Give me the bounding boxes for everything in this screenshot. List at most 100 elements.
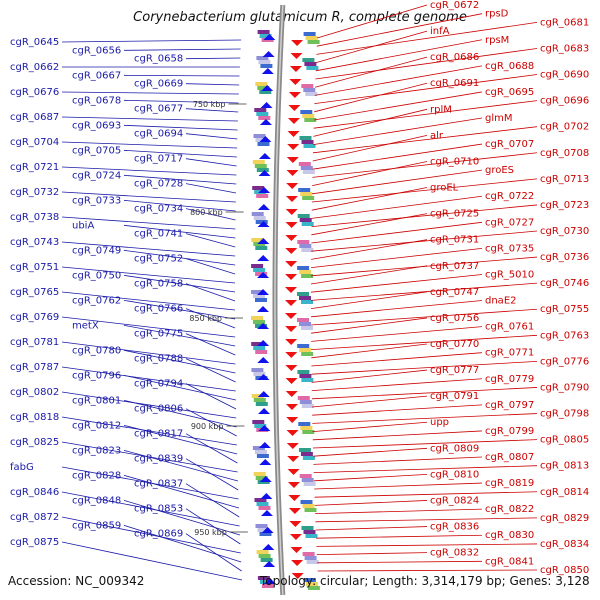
forward-gene-arrow [257,374,270,380]
right-connector [310,265,428,285]
reverse-gene-arrow [285,300,297,306]
gene-label-right: cgR_0691 [430,78,479,89]
forward-gene-arrow [257,221,270,227]
left-connector [61,141,238,149]
feature-block [256,454,269,458]
gene-label-right: cgR_0834 [540,539,589,550]
gene-label-left: cgR_0704 [10,137,59,148]
right-connector [311,213,428,236]
gene-label-left: cgR_0794 [134,379,183,390]
feature-block [302,430,315,434]
forward-gene-arrow [258,408,271,414]
feature-block [256,56,269,60]
feature-block [251,368,264,372]
feature-block [305,534,318,538]
gene-label-right: cgR_0813 [540,461,589,472]
feature-block [302,456,315,460]
feature-block [299,136,312,140]
feature-block [255,524,268,528]
right-connector [313,117,483,145]
feature-block [299,218,312,222]
left-connector [185,183,237,194]
reverse-gene-arrow [288,508,301,514]
gene-label-right: cgR_0695 [485,87,534,98]
right-connector [314,482,483,490]
feature-block [301,526,314,530]
gene-label-left: cgR_0775 [134,329,183,340]
left-connector [185,458,239,491]
forward-gene-arrow [260,510,273,516]
left-connector [185,483,240,518]
forward-gene-arrow [262,544,275,550]
reverse-gene-arrow [285,235,298,241]
feature-block [255,298,267,302]
feature-block [297,240,310,244]
right-connector [311,221,483,244]
gene-label-right: cgR_0710 [430,156,479,167]
forward-gene-arrow [259,136,272,142]
feature-block [257,30,270,34]
right-connector [314,500,428,506]
feature-block [253,320,265,324]
right-connector [311,369,428,383]
feature-block [256,502,269,506]
gene-label-left: cgR_0717 [134,154,183,165]
right-connector [310,274,483,293]
right-connector [311,326,483,342]
gene-label-right: cgR_0723 [540,200,589,211]
right-connector [316,552,428,555]
gene-label-right: cgR_0725 [430,209,479,220]
gene-label-right: cgR_0713 [540,174,589,185]
right-connector [317,569,538,572]
feature-block [251,316,263,320]
reverse-gene-arrow [289,79,302,85]
feature-block [253,398,266,402]
feature-block [297,266,310,270]
gene-label-right: cgR_0791 [430,391,479,402]
left-connector [185,83,240,86]
gene-label-left: cgR_0837 [134,479,183,490]
reverse-gene-arrow [291,560,304,566]
gene-label-right: cgR_0797 [485,400,534,411]
right-connector [313,465,538,473]
gene-label-right: groES [485,165,514,176]
forward-gene-arrow [259,459,272,465]
gene-label-left: cgR_0721 [10,162,59,173]
reverse-gene-arrow [285,261,298,267]
reverse-gene-arrow [287,118,300,124]
gene-label-right: cgR_0790 [540,382,589,393]
left-connector [123,399,237,428]
gene-label-left: cgR_0705 [72,145,121,156]
gene-label-right: cgR_0807 [485,452,534,463]
feature-block [251,264,264,268]
feature-block [254,108,267,112]
feature-block [302,114,315,118]
reverse-gene-arrow [287,144,300,150]
gene-label-right: cgR_0830 [485,530,534,541]
right-connector [313,91,483,121]
reverse-gene-arrow [289,66,302,72]
feature-block [259,34,272,38]
genome-backbone-highlight [274,4,284,596]
feature-block [254,164,267,168]
left-connector [61,391,237,419]
gene-label-right: cgR_0727 [485,217,534,228]
feature-block [298,422,311,426]
gene-label-right: cgR_0814 [540,487,589,498]
ruler-mark-label: 800 kbp [190,208,223,217]
feature-block [302,552,315,556]
feature-block [303,32,316,36]
right-connector [316,21,538,55]
feature-block [303,144,316,148]
left-connector [61,416,237,446]
reverse-gene-arrow [289,521,302,527]
right-connector [313,447,428,457]
feature-block [251,290,263,294]
gene-label-right: dnaE2 [485,296,517,307]
forward-gene-arrow [258,425,271,431]
feature-block [255,220,268,224]
right-connector [312,439,538,449]
feature-block [261,584,274,588]
left-connector [123,299,236,320]
gene-label-right: cgR_0737 [430,261,479,272]
